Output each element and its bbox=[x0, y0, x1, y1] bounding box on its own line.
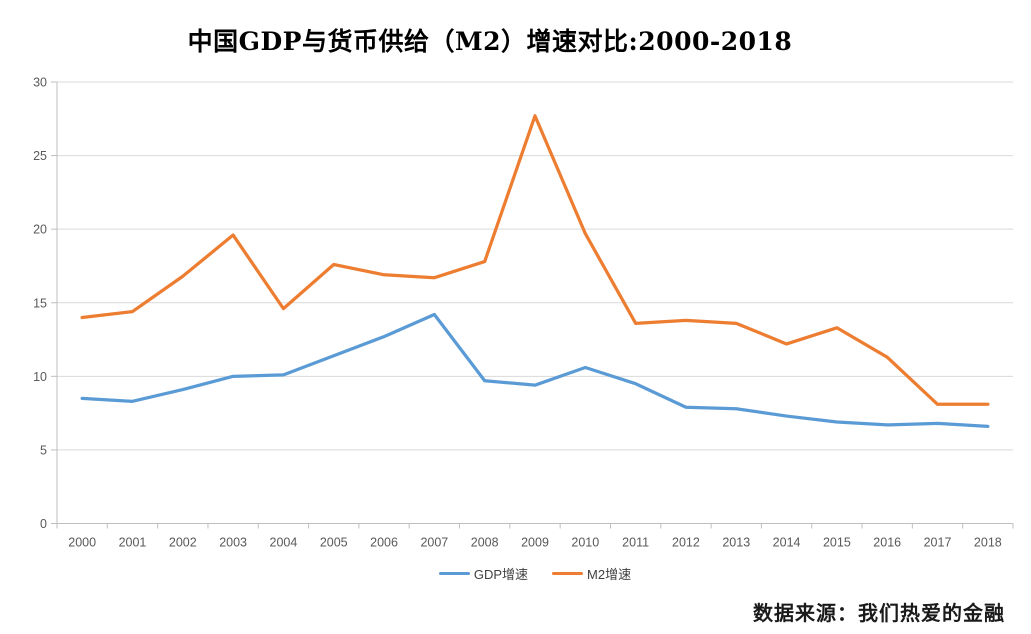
svg-text:2002: 2002 bbox=[169, 536, 197, 550]
svg-text:2009: 2009 bbox=[521, 536, 549, 550]
svg-text:2017: 2017 bbox=[924, 536, 952, 550]
svg-text:10: 10 bbox=[33, 370, 47, 384]
svg-text:2010: 2010 bbox=[571, 536, 599, 550]
legend-item-gdp: GDP增速 bbox=[438, 564, 529, 583]
chart-title: 中国GDP与货币供给（M2）增速对比:2000-2018 bbox=[187, 27, 793, 56]
gdp-line-swatch-icon bbox=[438, 571, 470, 576]
chart-legend: GDP增速 M2增速 bbox=[57, 564, 1013, 583]
svg-text:2001: 2001 bbox=[119, 536, 147, 550]
svg-text:25: 25 bbox=[33, 149, 47, 163]
svg-text:2003: 2003 bbox=[219, 536, 247, 550]
svg-text:15: 15 bbox=[33, 296, 47, 310]
svg-text:20: 20 bbox=[33, 223, 47, 237]
legend-label-m2: M2增速 bbox=[587, 567, 632, 582]
legend-item-m2: M2增速 bbox=[552, 564, 631, 583]
svg-text:2018: 2018 bbox=[974, 536, 1002, 550]
svg-text:2005: 2005 bbox=[320, 536, 348, 550]
svg-text:2008: 2008 bbox=[471, 536, 499, 550]
svg-text:2012: 2012 bbox=[672, 536, 700, 550]
svg-text:2013: 2013 bbox=[722, 536, 750, 550]
svg-text:2006: 2006 bbox=[370, 536, 398, 550]
svg-text:30: 30 bbox=[33, 76, 47, 90]
legend-label-gdp: GDP增速 bbox=[473, 567, 529, 582]
svg-text:2000: 2000 bbox=[68, 536, 96, 550]
data-source-note: 数据来源：我们热爱的金融 bbox=[753, 603, 1005, 625]
svg-text:2007: 2007 bbox=[420, 536, 448, 550]
svg-text:2011: 2011 bbox=[622, 536, 649, 550]
svg-text:2015: 2015 bbox=[823, 536, 851, 550]
svg-text:2014: 2014 bbox=[773, 536, 801, 550]
svg-text:2004: 2004 bbox=[270, 536, 298, 550]
m2-line-swatch-icon bbox=[552, 571, 584, 576]
svg-text:2016: 2016 bbox=[873, 536, 901, 550]
svg-text:5: 5 bbox=[40, 443, 47, 457]
svg-text:0: 0 bbox=[40, 517, 47, 531]
